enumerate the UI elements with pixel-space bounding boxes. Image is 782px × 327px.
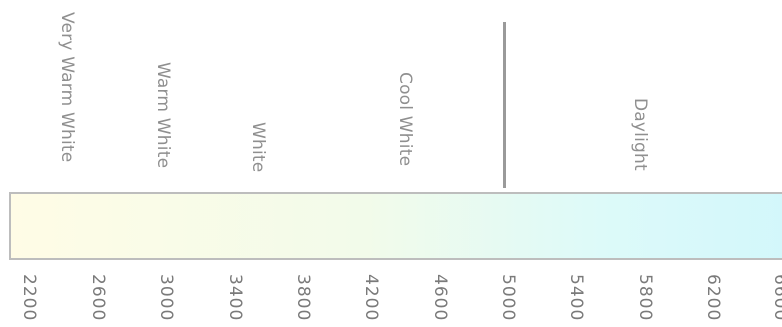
tick-label-text: 5400 bbox=[566, 274, 586, 322]
tick-label-text: 2600 bbox=[88, 274, 108, 322]
tick-label-text: 3000 bbox=[156, 274, 176, 322]
temperature-gradient-bar bbox=[9, 192, 782, 260]
tick-label-text: 6200 bbox=[703, 274, 723, 322]
tick-label-text: 4200 bbox=[361, 274, 381, 322]
tick-label-text: 6600 bbox=[770, 274, 782, 322]
band-label-text: White bbox=[248, 122, 268, 173]
divider-line bbox=[503, 22, 506, 188]
tick-label-text: 5800 bbox=[635, 274, 655, 322]
tick-label-text: 3400 bbox=[225, 274, 245, 322]
band-label-text: Very Warm White bbox=[57, 12, 77, 163]
tick-label-text: 3800 bbox=[293, 274, 313, 322]
tick-label-text: 5000 bbox=[498, 274, 518, 322]
tick-label-text: 4600 bbox=[430, 274, 450, 322]
band-label-text: Daylight bbox=[630, 98, 650, 171]
tick-label-text: 2200 bbox=[19, 274, 39, 322]
band-label-text: Cool White bbox=[395, 72, 415, 167]
band-label-text: Warm White bbox=[153, 62, 173, 169]
